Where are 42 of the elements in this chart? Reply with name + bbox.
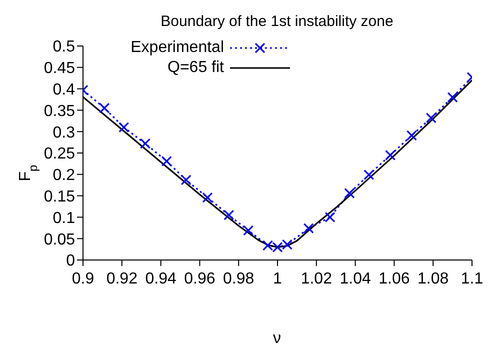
x-tick-label: 1.1	[460, 270, 484, 288]
y-tick-label: 0.3	[52, 124, 76, 142]
point	[180, 174, 192, 186]
point	[99, 102, 110, 114]
x-tick-label: 1.04	[340, 270, 371, 288]
point	[224, 210, 234, 220]
legend-label: Experimental	[130, 39, 224, 57]
point	[303, 223, 314, 234]
point	[243, 225, 254, 236]
legend-label: Q=65 fit	[168, 59, 224, 77]
point	[140, 138, 151, 149]
y-tick-label: 0.5	[52, 38, 76, 56]
y-tick-label: 0.15	[44, 188, 76, 206]
chart-title: Boundary of the 1st instability zone	[160, 13, 394, 30]
point	[161, 156, 172, 166]
x-tick-label: 0.96	[184, 270, 216, 288]
y-tick-label: 0.1	[52, 210, 76, 227]
x-tick-label: 0.9	[72, 270, 94, 288]
y-tick-label: 0.45	[44, 60, 76, 78]
y-tick-label: 0	[66, 252, 76, 270]
point	[364, 170, 374, 180]
x-tick-label: 1.06	[378, 270, 410, 288]
point	[406, 130, 418, 141]
point	[447, 92, 458, 103]
y-tick-label: 0.4	[52, 81, 76, 98]
x-tick-label: 1.02	[300, 270, 332, 288]
x-tick-label: 0.98	[223, 270, 254, 288]
point	[118, 122, 130, 133]
point	[344, 188, 355, 199]
point	[202, 192, 213, 203]
y-tick-label: 0.25	[44, 146, 76, 163]
point	[426, 112, 436, 124]
x-axis-title: ν	[273, 330, 281, 347]
x-tick-label: 0.94	[145, 270, 176, 288]
y-tick-label: 0.05	[44, 231, 76, 248]
point	[324, 212, 336, 222]
y-tick-label: 0.2	[52, 167, 76, 184]
x-tick-label: 0.92	[106, 270, 138, 288]
x-tick-label: 1	[273, 270, 282, 288]
point	[385, 150, 396, 160]
x-tick-label: 1.08	[418, 270, 449, 288]
y-tick-label: 0.35	[44, 102, 76, 120]
